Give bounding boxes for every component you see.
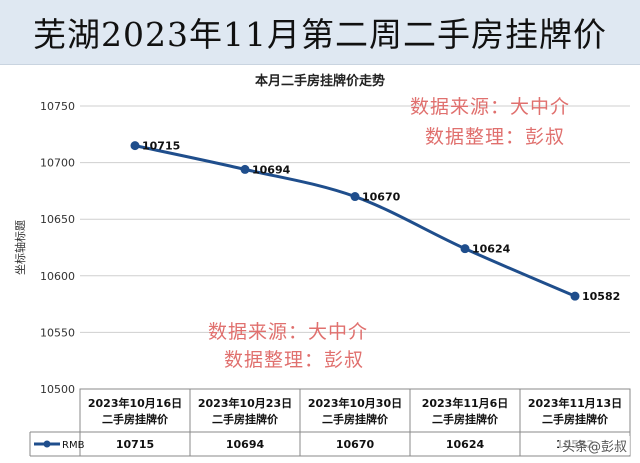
data-point [130, 141, 140, 151]
page-title: 芜湖2023年11月第二周二手房挂牌价 [33, 15, 607, 54]
data-table-value: 10624 [446, 438, 485, 451]
y-tick-label: 10700 [40, 157, 75, 170]
y-tick-label: 10750 [40, 100, 75, 113]
data-label: 10582 [582, 290, 620, 303]
category-label: 2023年10月30日 [308, 396, 402, 410]
data-table-value: 10670 [336, 438, 375, 451]
line-chart: 本月二手房挂牌价走势 10500 10550 10600 10650 10700 10750… [13, 73, 631, 457]
watermark-top-editor: 数据整理：彭叔 [425, 126, 566, 148]
data-table-value: 10715 [116, 438, 154, 451]
category-label: 2023年11月13日 [528, 396, 622, 410]
credit-label: 头条@彭叔 [558, 436, 630, 455]
data-point [460, 244, 470, 254]
category-label: 2023年10月16日 [88, 396, 182, 410]
data-table-value: 10694 [226, 438, 265, 451]
data-point [350, 192, 360, 202]
y-axis-title: 坐标轴标题 [13, 220, 27, 275]
category-label: 二手房挂牌价 [322, 412, 389, 426]
chart-title: 本月二手房挂牌价走势 [255, 73, 385, 89]
data-point [240, 164, 250, 174]
watermark-top-source: 数据来源：大中介 [410, 96, 571, 118]
legend-marker [43, 440, 51, 448]
y-tick-label: 10550 [40, 326, 75, 339]
watermark-mid-source: 数据来源：大中介 [208, 321, 369, 343]
category-label: 二手房挂牌价 [432, 412, 499, 426]
watermark-mid-editor: 数据整理：彭叔 [224, 349, 365, 371]
y-tick-label: 10650 [40, 213, 75, 226]
data-label: 10670 [362, 191, 401, 204]
category-label: 2023年10月23日 [198, 396, 292, 410]
data-point [570, 291, 580, 301]
data-label: 10715 [142, 140, 180, 153]
data-label: 10624 [472, 243, 511, 256]
y-tick-label: 10500 [40, 383, 75, 396]
category-label: 2023年11月6日 [422, 396, 509, 410]
data-label: 10694 [252, 163, 291, 176]
data-table-frame [79, 388, 631, 457]
y-tick-label: 10600 [40, 270, 75, 283]
category-label: 二手房挂牌价 [102, 412, 169, 426]
category-label: 二手房挂牌价 [542, 412, 609, 426]
title-banner: 芜湖2023年11月第二周二手房挂牌价 [0, 0, 640, 65]
legend-label: RMB [62, 440, 85, 451]
category-label: 二手房挂牌价 [212, 412, 279, 426]
series-line [134, 144, 576, 298]
